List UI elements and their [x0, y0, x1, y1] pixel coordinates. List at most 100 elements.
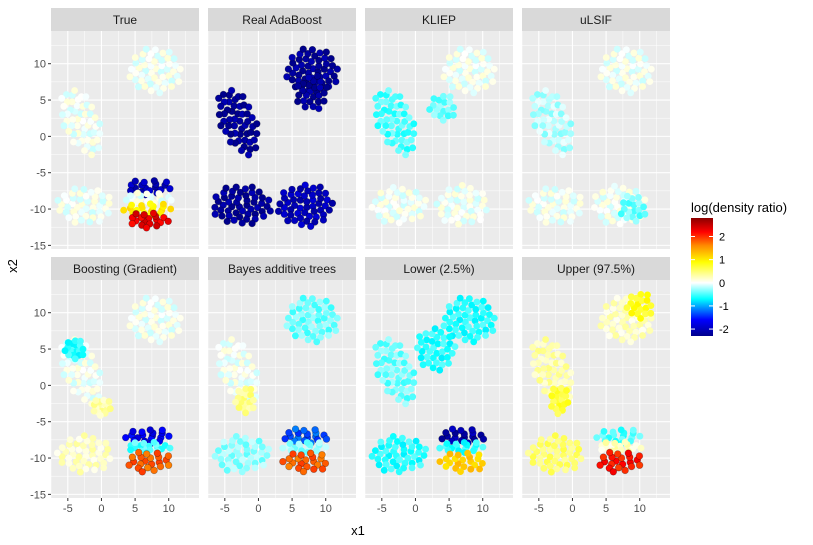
data-point [453, 50, 461, 58]
data-point [456, 294, 464, 302]
data-point [460, 198, 468, 206]
data-point [71, 355, 79, 363]
data-point [551, 442, 558, 450]
data-point [540, 365, 548, 372]
data-point [96, 120, 104, 128]
data-point [561, 456, 569, 464]
data-point [410, 120, 418, 128]
data-point [165, 321, 173, 329]
data-point [304, 299, 312, 307]
data-point [609, 305, 617, 312]
data-point [422, 330, 430, 337]
data-point [461, 329, 468, 337]
data-point [639, 332, 646, 339]
data-point [468, 218, 476, 226]
data-point [548, 403, 555, 410]
data-point [79, 345, 87, 353]
data-points [524, 291, 655, 476]
data-point [328, 61, 337, 70]
data-point [320, 314, 328, 322]
data-point [227, 379, 235, 387]
data-point [131, 303, 139, 310]
data-point [60, 192, 68, 200]
data-point [299, 467, 308, 476]
data-point [307, 222, 315, 231]
data-point [373, 111, 380, 118]
data-point [321, 189, 330, 198]
x-tick-label: 5 [603, 503, 609, 515]
data-point [382, 212, 390, 220]
data-point [399, 192, 407, 200]
data-point [392, 443, 399, 451]
data-point [640, 203, 647, 211]
data-point [592, 193, 599, 200]
data-point [247, 377, 255, 385]
data-point [251, 443, 259, 450]
data-point [623, 46, 630, 54]
data-point [530, 360, 537, 367]
data-point [459, 55, 467, 63]
data-point [250, 136, 259, 144]
data-point [105, 200, 113, 207]
data-point [165, 297, 173, 305]
data-point [249, 404, 257, 412]
data-point [285, 462, 293, 471]
data-point [217, 121, 225, 130]
data-point [479, 72, 487, 80]
data-point [325, 332, 332, 339]
data-point [395, 219, 403, 227]
data-point [65, 127, 73, 135]
data-point [553, 93, 561, 100]
data-point [172, 311, 179, 318]
data-point [315, 306, 323, 313]
data-point [316, 183, 324, 191]
data-point [408, 215, 416, 223]
data-point [127, 65, 135, 73]
data-point [433, 359, 440, 367]
data-point [450, 104, 457, 111]
data-point [76, 468, 84, 476]
data-point [128, 201, 136, 209]
data-point [423, 353, 431, 361]
data-point [388, 122, 395, 130]
data-point [621, 466, 629, 475]
data-point [388, 371, 395, 379]
data-point [383, 116, 391, 123]
data-point [442, 463, 450, 470]
data-point [58, 459, 66, 466]
data-point [164, 452, 173, 460]
data-point [316, 77, 325, 86]
data-point [80, 186, 88, 193]
data-point [265, 196, 273, 204]
data-point [158, 311, 166, 319]
data-point [620, 199, 627, 207]
data-point [230, 216, 238, 224]
data-point [253, 120, 261, 128]
data-point [217, 455, 225, 463]
data-point [58, 444, 66, 451]
data-point [405, 438, 413, 446]
data-point [106, 405, 114, 413]
data-point [54, 197, 62, 204]
data-point [428, 338, 436, 345]
data-point [165, 48, 173, 56]
data-point [436, 458, 444, 465]
data-point [138, 326, 145, 334]
data-point [89, 209, 96, 216]
data-point [545, 371, 552, 379]
data-point [535, 359, 542, 367]
facet-title: Upper (97.5%) [557, 262, 635, 276]
data-point [472, 189, 480, 197]
data-point [602, 325, 610, 333]
data-point [626, 327, 633, 335]
data-point [531, 122, 539, 130]
data-point [80, 457, 88, 465]
data-point [410, 379, 418, 386]
data-point [88, 441, 96, 449]
x-tick-label: 5 [289, 503, 295, 515]
x-tick-label: 5 [132, 503, 138, 515]
data-point [402, 103, 410, 111]
data-point [445, 186, 453, 194]
data-point [464, 449, 471, 457]
data-point [160, 334, 167, 341]
